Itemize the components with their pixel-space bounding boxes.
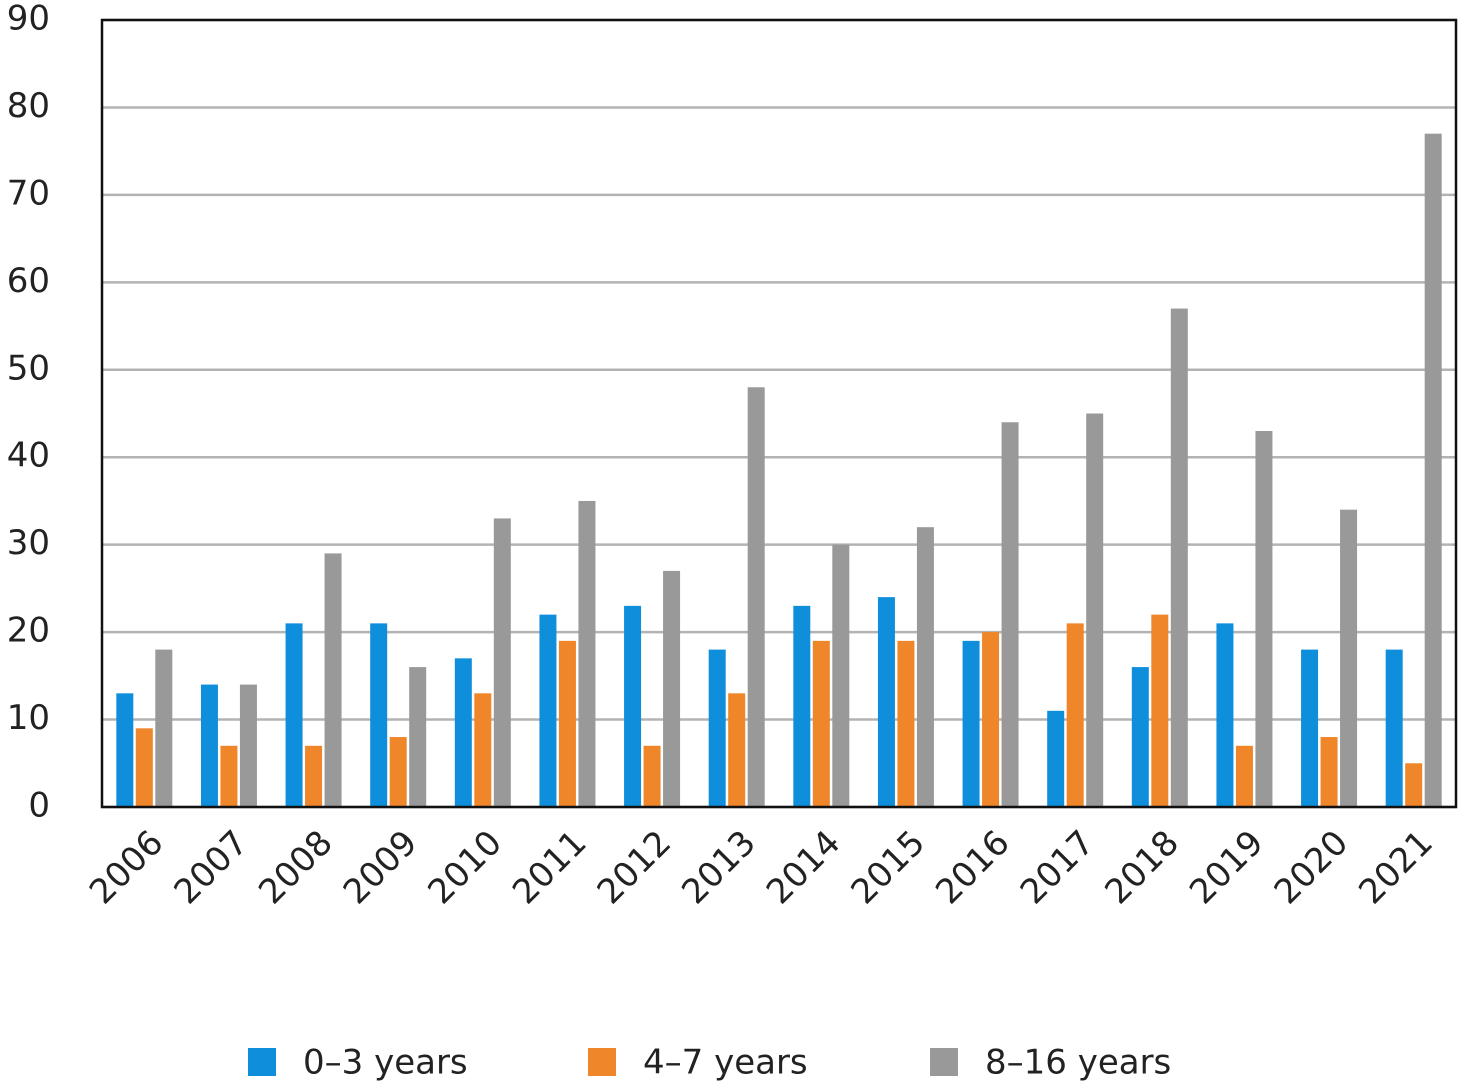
bar — [1255, 430, 1273, 807]
x-tick-label: 2019 — [1182, 823, 1271, 912]
bar — [962, 640, 980, 807]
bar — [832, 544, 850, 807]
bar — [474, 693, 492, 807]
bar — [539, 614, 557, 807]
bar — [1001, 422, 1019, 807]
x-tick-label: 2020 — [1267, 823, 1356, 912]
bar — [1235, 745, 1253, 807]
bar — [1151, 614, 1169, 807]
bar — [389, 737, 407, 807]
x-tick-label: 2015 — [844, 823, 933, 912]
x-tick-label: 2006 — [82, 823, 171, 912]
bar — [1385, 649, 1403, 807]
x-tick-label: 2007 — [167, 823, 256, 912]
bar — [624, 605, 642, 807]
x-tick-label: 2016 — [928, 823, 1017, 912]
y-tick-label: 30 — [7, 523, 50, 563]
y-tick-label: 0 — [28, 786, 50, 826]
y-tick-label: 40 — [7, 436, 50, 476]
bar — [1424, 133, 1442, 807]
bar — [305, 745, 323, 807]
bar — [728, 693, 746, 807]
x-tick-label: 2010 — [420, 823, 509, 912]
bar — [1405, 763, 1423, 807]
bar — [1047, 710, 1065, 807]
bar — [493, 518, 511, 807]
x-tick-label: 2011 — [505, 823, 594, 912]
x-tick-label: 2012 — [590, 823, 679, 912]
bar — [558, 640, 576, 807]
plot-frame — [100, 18, 1458, 809]
bar — [200, 684, 218, 807]
legend-label: 0–3 years — [303, 1043, 468, 1083]
y-tick-label: 80 — [7, 86, 50, 126]
bar — [285, 623, 303, 807]
bar — [812, 640, 830, 807]
x-tick-label: 2013 — [674, 823, 763, 912]
bar — [793, 605, 811, 807]
legend-label: 4–7 years — [643, 1043, 808, 1083]
bar — [708, 649, 726, 807]
bar — [409, 667, 427, 807]
bar — [454, 658, 472, 807]
legend-swatch — [588, 1048, 616, 1076]
bar — [1131, 667, 1149, 807]
bar — [1320, 737, 1338, 807]
bar — [747, 387, 765, 807]
bar — [663, 570, 681, 807]
x-tick-label: 2021 — [1351, 823, 1440, 912]
x-tick-label: 2018 — [1097, 823, 1186, 912]
bar — [643, 745, 661, 807]
bar — [155, 649, 173, 807]
bar — [1086, 413, 1104, 807]
legend-label: 8–16 years — [985, 1043, 1171, 1083]
x-tick-label: 2014 — [759, 823, 848, 912]
y-tick-label: 90 — [7, 0, 50, 39]
legend-swatch — [248, 1048, 276, 1076]
bar — [220, 745, 238, 807]
bar — [916, 527, 934, 807]
bar — [1066, 623, 1084, 807]
bar — [116, 693, 134, 807]
y-tick-label: 70 — [7, 173, 50, 213]
legend-swatch — [930, 1048, 958, 1076]
x-tick-label: 2008 — [251, 823, 340, 912]
bar — [1340, 509, 1358, 807]
y-tick-label: 50 — [7, 348, 50, 388]
bar — [1301, 649, 1319, 807]
x-tick-label: 2009 — [336, 823, 425, 912]
bar — [897, 640, 915, 807]
x-tick-label: 2017 — [1013, 823, 1102, 912]
bar — [982, 632, 1000, 807]
bar — [324, 553, 342, 807]
bar — [1170, 308, 1188, 807]
y-tick-label: 20 — [7, 611, 50, 651]
y-tick-label: 60 — [7, 261, 50, 301]
bar — [877, 597, 895, 807]
bar — [1216, 623, 1234, 807]
bar — [135, 728, 153, 807]
bar — [370, 623, 388, 807]
bar — [239, 684, 257, 807]
bar — [578, 500, 596, 807]
y-tick-label: 10 — [7, 698, 50, 738]
